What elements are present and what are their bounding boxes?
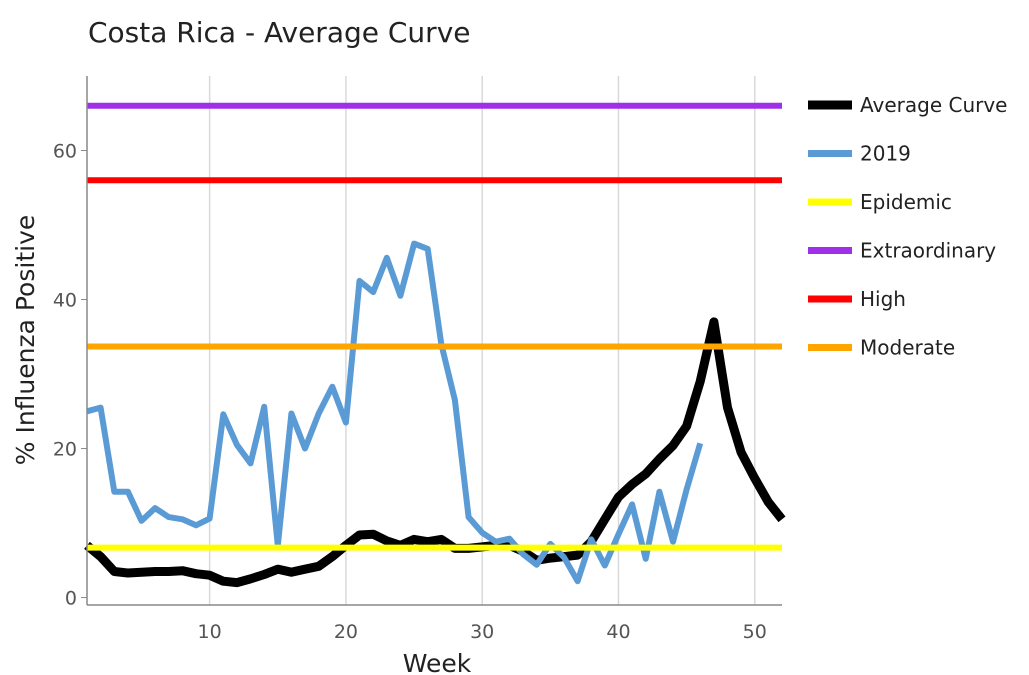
legend-label-average-curve: Average Curve: [860, 93, 1008, 117]
legend-label-extraordinary: Extraordinary: [860, 239, 996, 263]
chart-title: Costa Rica - Average Curve: [88, 16, 470, 49]
series-layer: [84, 102, 786, 588]
legend-label-moderate: Moderate: [860, 336, 955, 360]
y-tick-label: 60: [53, 141, 77, 163]
legend: Average Curve 2019 Epidemic Extraordinary Hi…: [808, 93, 1008, 360]
y-tick-label: 40: [53, 290, 77, 312]
series-line-average-curve: [84, 317, 786, 588]
y-tick-label: 20: [53, 439, 77, 461]
x-tick-label: 50: [743, 621, 767, 643]
y-tick-label: 0: [65, 588, 77, 610]
grid: [208, 76, 756, 605]
tick-labels: 10 20 30 40 50 0 20 40 60: [53, 141, 767, 643]
x-tick-label: 20: [334, 621, 358, 643]
series-line-2019: [86, 240, 704, 585]
x-tick-label: 30: [470, 621, 494, 643]
x-tick-label: 10: [198, 621, 222, 643]
axes: [81, 76, 782, 606]
x-tick-label: 40: [606, 621, 630, 643]
legend-label-epidemic: Epidemic: [860, 190, 952, 214]
y-axis-label: % Influenza Positive: [11, 215, 40, 466]
x-axis-label: Week: [403, 649, 472, 675]
legend-label-high: High: [860, 287, 906, 311]
legend-label-2019: 2019: [860, 142, 911, 166]
